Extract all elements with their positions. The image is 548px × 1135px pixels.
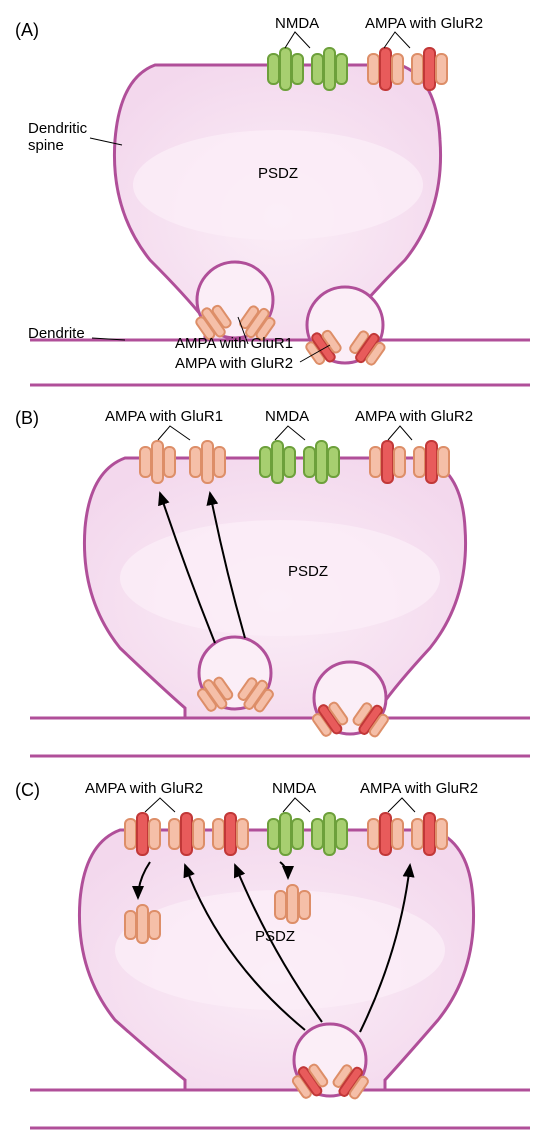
label-glur2-left-c: AMPA with GluR2 bbox=[85, 780, 203, 797]
label-dendrite: Dendrite bbox=[28, 325, 85, 342]
psdz-oval bbox=[133, 130, 423, 240]
label-nmda-b: NMDA bbox=[265, 408, 309, 425]
panel-c-svg bbox=[10, 770, 538, 1135]
leader-glur2l-c bbox=[145, 798, 175, 812]
label-nmda-c: NMDA bbox=[272, 780, 316, 797]
label-glur2-right-c: AMPA with GluR2 bbox=[360, 780, 478, 797]
leader-nmda-b bbox=[275, 426, 305, 440]
label-dendritic-spine: Dendriticspine bbox=[28, 120, 87, 154]
leader-nmda-c bbox=[283, 798, 310, 812]
panel-a: (A) bbox=[10, 0, 538, 395]
label-glur1-b: AMPA with GluR1 bbox=[105, 408, 223, 425]
label-psdz-c: PSDZ bbox=[255, 928, 295, 945]
internal-glur1-right bbox=[275, 885, 310, 923]
leader-glur2 bbox=[384, 32, 410, 48]
leader-glur2r-c bbox=[388, 798, 415, 812]
figure: (A) bbox=[0, 0, 548, 1135]
panel-c: (C) bbox=[10, 770, 538, 1135]
label-psdz-a: PSDZ bbox=[258, 165, 298, 182]
label-nmda: NMDA bbox=[275, 15, 319, 32]
label-ampa-glur1-ves: AMPA with GluR1 bbox=[175, 335, 293, 352]
psdz-oval-b bbox=[120, 520, 440, 636]
leader-glur2-b bbox=[388, 426, 412, 440]
panel-b-svg bbox=[10, 398, 538, 763]
leader-glur1-b bbox=[158, 426, 190, 440]
label-psdz-b: PSDZ bbox=[288, 563, 328, 580]
label-ampa-glur2-ves: AMPA with GluR2 bbox=[175, 355, 293, 372]
label-glur2-b: AMPA with GluR2 bbox=[355, 408, 473, 425]
internal-glur1-left bbox=[125, 905, 160, 943]
leader-nmda bbox=[285, 32, 310, 48]
label-ampa-glur2-top: AMPA with GluR2 bbox=[365, 15, 483, 32]
ampa-glur2-left-c bbox=[125, 813, 248, 855]
panel-b: (B) bbox=[10, 398, 538, 763]
